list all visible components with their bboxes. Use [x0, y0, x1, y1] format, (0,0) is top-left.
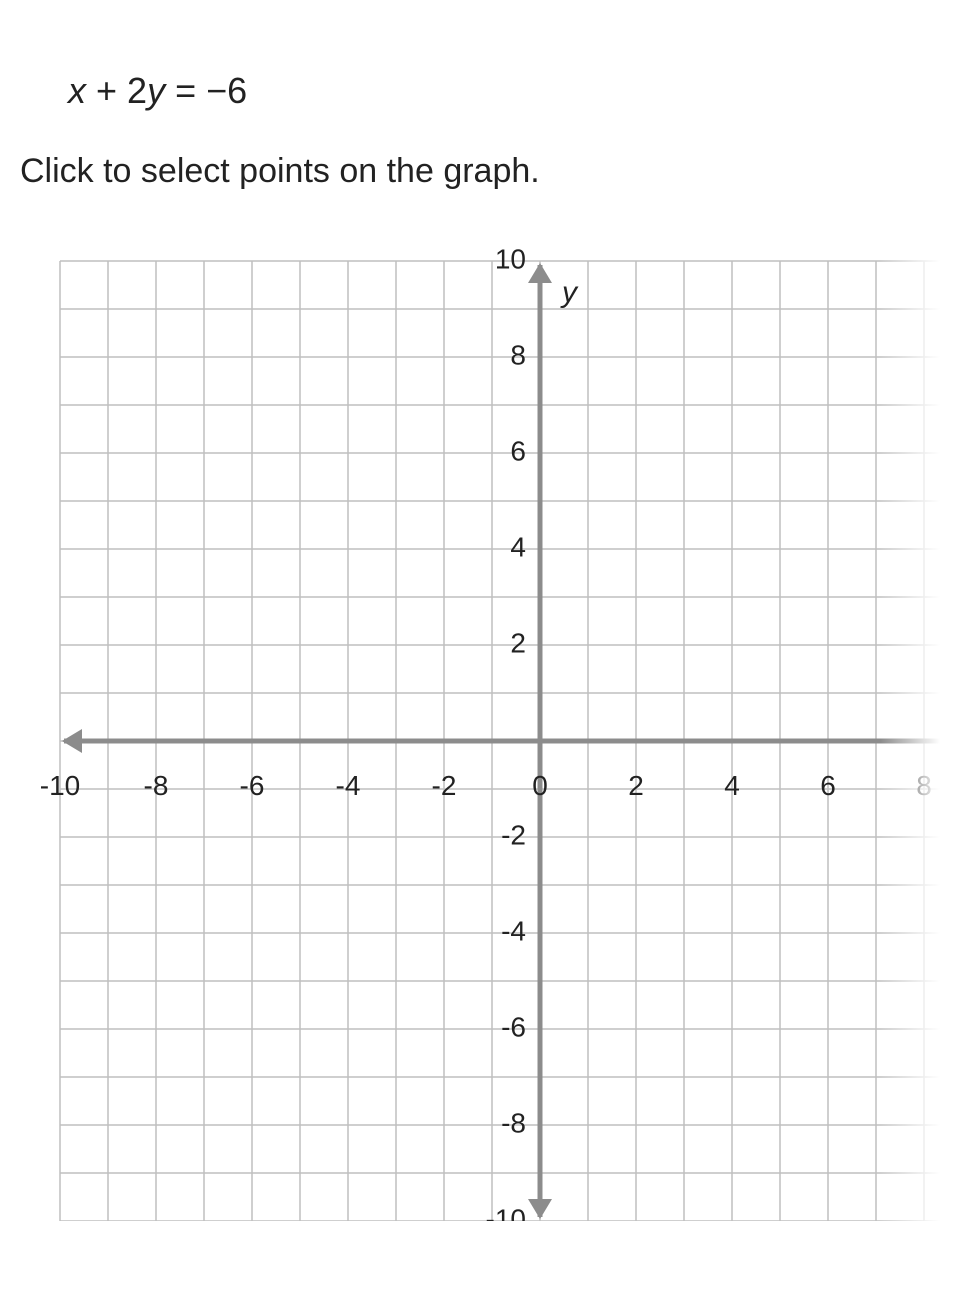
- svg-text:4: 4: [724, 770, 740, 801]
- page: x + 2y = −6 Click to select points on th…: [0, 0, 961, 1241]
- equation: x + 2y = −6: [68, 70, 941, 112]
- equation-plus: + 2: [86, 70, 147, 111]
- svg-text:-8: -8: [501, 1107, 526, 1138]
- coordinate-graph[interactable]: y-10-8-6-4-202468108642-2-4-6-8-10: [20, 241, 940, 1221]
- svg-text:-6: -6: [240, 770, 265, 801]
- equation-x: x: [68, 70, 86, 111]
- svg-text:-10: -10: [40, 770, 80, 801]
- svg-text:y: y: [560, 276, 579, 309]
- svg-text:-2: -2: [432, 770, 457, 801]
- svg-text:8: 8: [916, 770, 932, 801]
- tick-labels: y-10-8-6-4-202468108642-2-4-6-8-10: [40, 243, 932, 1221]
- equation-y: y: [147, 70, 165, 111]
- axes: [62, 263, 940, 1219]
- svg-text:-4: -4: [336, 770, 361, 801]
- instruction-text: Click to select points on the graph.: [20, 152, 941, 191]
- svg-text:-6: -6: [501, 1011, 526, 1042]
- svg-text:2: 2: [628, 770, 644, 801]
- fade-right: [880, 241, 940, 1221]
- svg-text:4: 4: [510, 531, 526, 562]
- svg-text:-2: -2: [501, 819, 526, 850]
- svg-text:6: 6: [510, 435, 526, 466]
- svg-text:-4: -4: [501, 915, 526, 946]
- svg-text:-8: -8: [144, 770, 169, 801]
- svg-text:-10: -10: [486, 1203, 526, 1221]
- svg-text:6: 6: [820, 770, 836, 801]
- svg-text:8: 8: [510, 339, 526, 370]
- svg-text:0: 0: [532, 770, 548, 801]
- graph-svg[interactable]: y-10-8-6-4-202468108642-2-4-6-8-10: [20, 241, 940, 1221]
- svg-text:10: 10: [495, 243, 526, 274]
- svg-text:2: 2: [510, 627, 526, 658]
- equation-eq: = −6: [165, 70, 247, 111]
